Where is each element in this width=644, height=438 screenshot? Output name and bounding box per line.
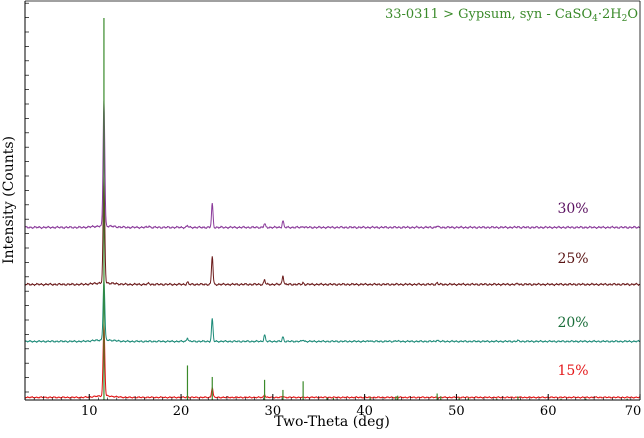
series-label: 25% bbox=[557, 251, 588, 267]
reference-layer bbox=[103, 18, 628, 400]
x-tick-label: 20 bbox=[173, 404, 190, 419]
x-axis-label: Two-Theta (deg) bbox=[274, 414, 390, 430]
x-tick-label: 30 bbox=[265, 404, 282, 419]
axes-layer bbox=[24, 0, 641, 401]
reference-label: 33-0311 > Gypsum, syn - CaSO4·2H2O bbox=[385, 7, 638, 24]
series-label: 15% bbox=[557, 363, 588, 379]
series-line bbox=[24, 100, 641, 230]
series-line bbox=[24, 176, 641, 287]
series-label: 20% bbox=[557, 315, 588, 331]
series-labels-layer: 15% 20% 25% 30% bbox=[557, 201, 588, 379]
y-axis-label: Intensity (Counts) bbox=[1, 136, 17, 264]
x-tick-label: 60 bbox=[540, 404, 557, 419]
series-line bbox=[24, 280, 641, 344]
series-layer bbox=[24, 100, 641, 399]
x-tick-label: 50 bbox=[448, 404, 465, 419]
x-tick-label: 10 bbox=[81, 404, 98, 419]
y-ticks-layer bbox=[25, 2, 29, 393]
x-ticks-layer: 10 20 30 40 50 60 70 bbox=[24, 394, 642, 419]
x-tick-label: 40 bbox=[356, 404, 373, 419]
series-line bbox=[24, 323, 641, 399]
series-label: 30% bbox=[557, 201, 588, 217]
x-tick-label: 70 bbox=[625, 404, 642, 419]
